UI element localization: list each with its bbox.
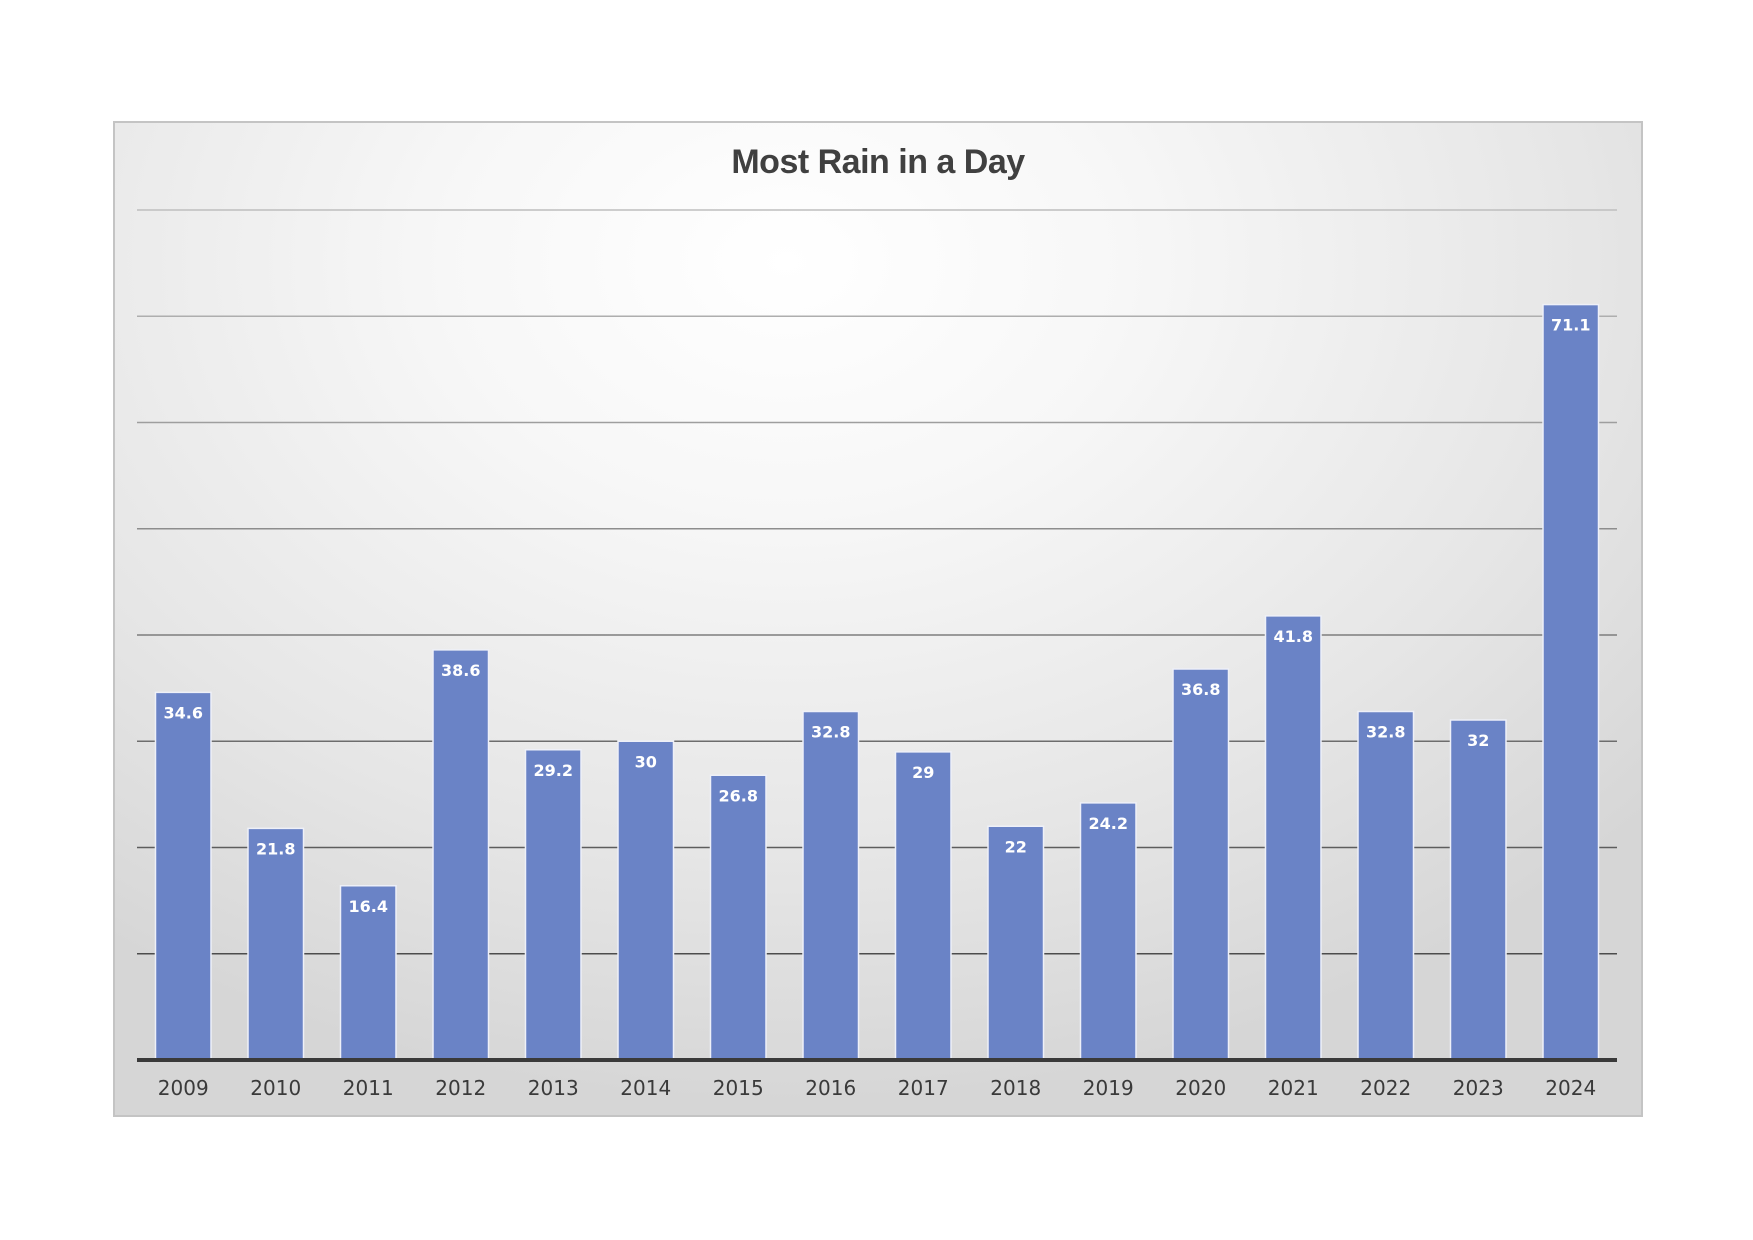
x-tick-label: 2018 xyxy=(990,1076,1041,1100)
bar-2010 xyxy=(247,827,305,1061)
x-axis-tick-labels: 2009 2010 2011 2012 2013 2014 2015 2016 2017 2018… xyxy=(158,1076,1596,1100)
bar-2021 xyxy=(1264,615,1322,1061)
data-label-2014: 30 xyxy=(635,752,657,771)
x-tick-label: 2021 xyxy=(1268,1076,1319,1100)
data-label-2015: 26.8 xyxy=(719,786,758,805)
x-tick-label: 2024 xyxy=(1545,1076,1596,1100)
bar-2018 xyxy=(987,825,1045,1061)
chart-title: Most Rain in a Day xyxy=(731,143,1025,181)
bar-2015 xyxy=(709,774,767,1061)
x-tick-label: 2017 xyxy=(898,1076,949,1100)
data-label-2016: 32.8 xyxy=(811,723,850,742)
data-label-2009: 34.6 xyxy=(164,703,203,722)
data-label-2013: 29.2 xyxy=(534,761,573,780)
x-tick-label: 2013 xyxy=(528,1076,579,1100)
bar-2009 xyxy=(154,691,212,1061)
bar-2014 xyxy=(617,740,675,1061)
x-tick-label: 2015 xyxy=(713,1076,764,1100)
x-tick-label: 2009 xyxy=(158,1076,209,1100)
x-tick-label: 2011 xyxy=(343,1076,394,1100)
plot-area: 34.6 21.8 16.4 38.6 29.2 30 26.8 32.8 29 22 24.2 36… xyxy=(137,209,1617,1100)
x-tick-label: 2019 xyxy=(1083,1076,1134,1100)
x-tick-label: 2012 xyxy=(435,1076,486,1100)
bar-2013 xyxy=(524,749,582,1061)
data-label-2024: 71.1 xyxy=(1551,316,1590,335)
bar-series xyxy=(154,303,1600,1061)
data-label-2021: 41.8 xyxy=(1274,627,1313,646)
data-label-2023: 32 xyxy=(1467,731,1489,750)
data-label-2020: 36.8 xyxy=(1181,680,1220,699)
data-label-2017: 29 xyxy=(912,763,934,782)
data-label-2019: 24.2 xyxy=(1089,814,1128,833)
data-labels: 34.6 21.8 16.4 38.6 29.2 30 26.8 32.8 29 22 24.2 36… xyxy=(164,316,1591,916)
x-tick-label: 2016 xyxy=(805,1076,856,1100)
chart-area: Most Rain in a Day 34.6 21.8 16.4 38.6 29.2 3… xyxy=(113,121,1643,1117)
bar-2024 xyxy=(1542,303,1600,1061)
bar-2011 xyxy=(339,885,397,1061)
x-tick-label: 2020 xyxy=(1175,1076,1226,1100)
bar-2023 xyxy=(1449,719,1507,1061)
data-label-2018: 22 xyxy=(1005,837,1027,856)
bar-2020 xyxy=(1172,668,1230,1061)
bar-2012 xyxy=(432,649,490,1061)
data-label-2010: 21.8 xyxy=(256,839,295,858)
x-tick-label: 2010 xyxy=(250,1076,301,1100)
data-label-2022: 32.8 xyxy=(1366,723,1405,742)
data-label-2011: 16.4 xyxy=(349,897,388,916)
data-label-2012: 38.6 xyxy=(441,661,480,680)
bar-2022 xyxy=(1357,710,1415,1061)
x-tick-label: 2022 xyxy=(1360,1076,1411,1100)
x-tick-label: 2023 xyxy=(1453,1076,1504,1100)
bar-2016 xyxy=(802,710,860,1061)
x-tick-label: 2014 xyxy=(620,1076,671,1100)
bar-2019 xyxy=(1079,802,1137,1061)
bar-2017 xyxy=(894,751,952,1061)
